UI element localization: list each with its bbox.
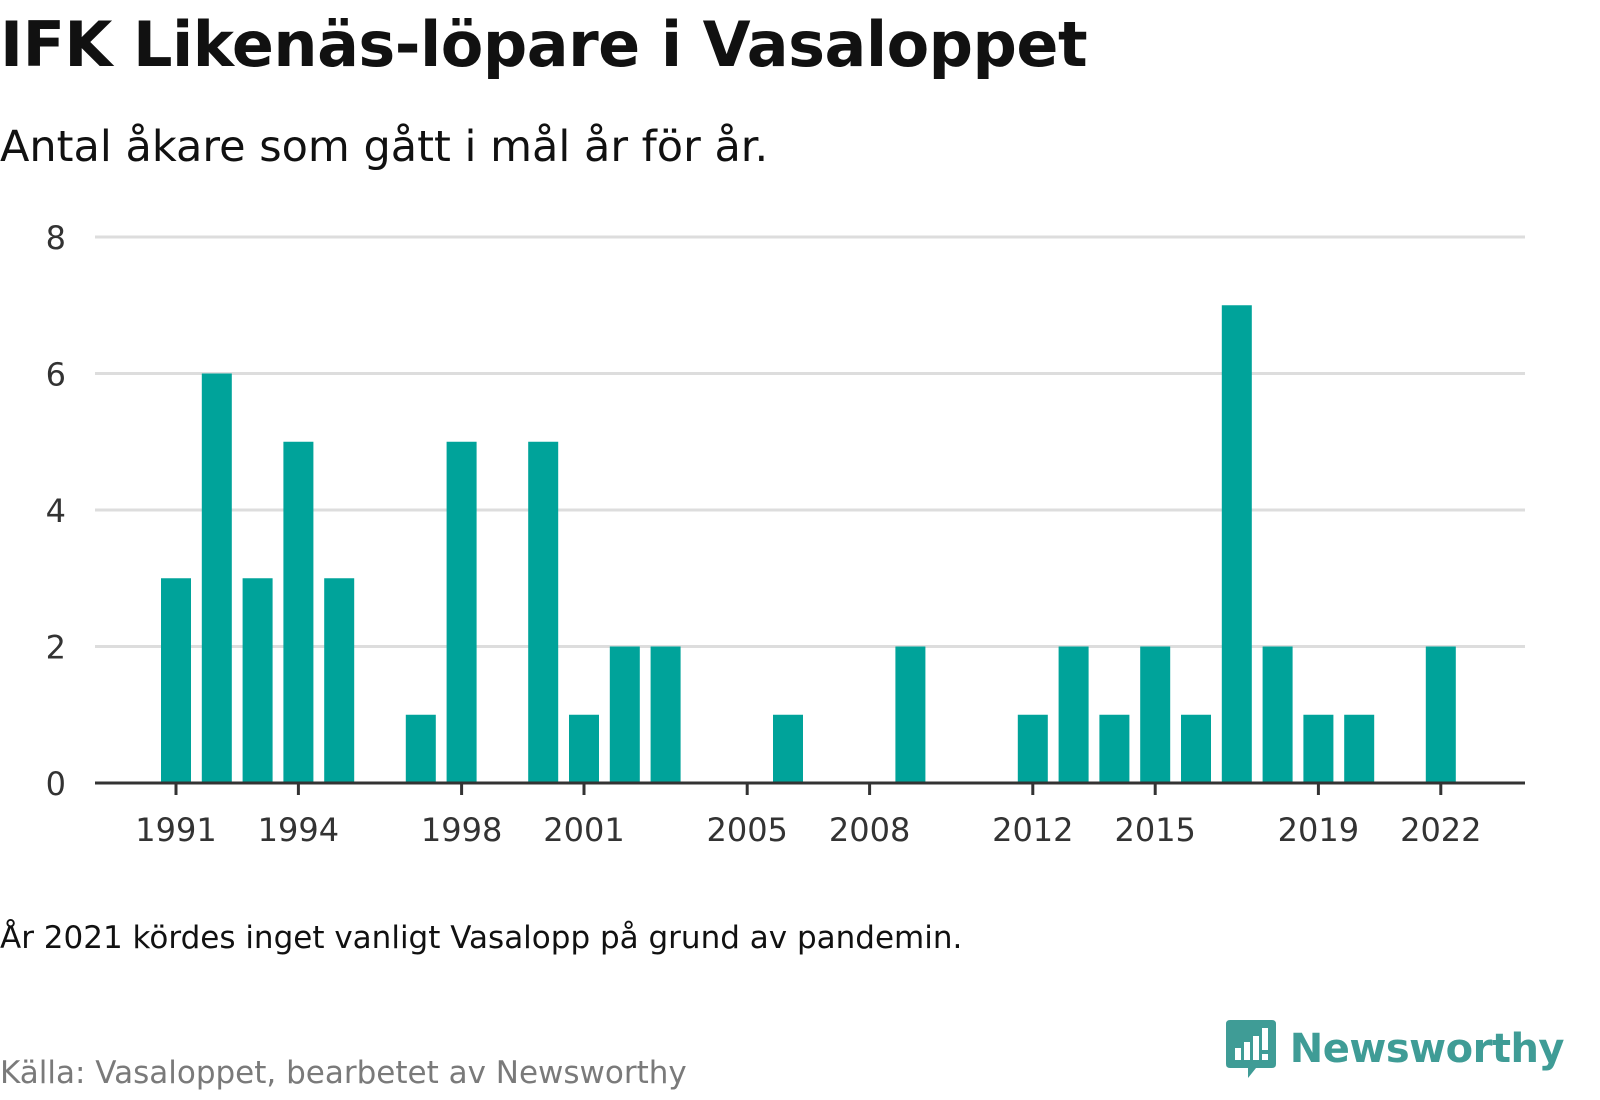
chart-subtitle: Antal åkare som gått i mål år för år.: [0, 122, 769, 172]
y-tick-label: 0: [46, 765, 66, 803]
x-tick-label: 1998: [421, 811, 502, 849]
bar-2018: [1262, 646, 1293, 783]
bar-2015: [1140, 646, 1171, 783]
bar-1994: [283, 441, 314, 783]
bar-2006: [773, 714, 803, 783]
x-axis: [95, 781, 1525, 795]
y-tick-label: 2: [46, 629, 66, 667]
bar-2020: [1344, 714, 1375, 783]
bar-2019: [1303, 714, 1334, 783]
bar-2013: [1058, 646, 1089, 783]
x-tick-label: 2001: [543, 811, 624, 849]
bar-1997: [405, 714, 436, 783]
bar-2017: [1221, 305, 1252, 783]
x-tick-labels: 1991 1994 1998 2001 2005 2008 2012 2015 2019 2022: [135, 811, 1481, 849]
newsworthy-logo-text: Newsworthy: [1289, 1026, 1565, 1072]
bar-1998: [446, 441, 477, 783]
x-tick-label: 2008: [829, 811, 910, 849]
x-tick-label: 2015: [1114, 811, 1195, 849]
bar-2014: [1099, 714, 1130, 783]
x-tick-label: 2005: [706, 811, 787, 849]
x-tick-label: 2019: [1278, 811, 1359, 849]
bar-2003: [650, 646, 681, 783]
newsworthy-logo-icon: [1225, 1020, 1276, 1078]
x-tick-label: 2022: [1400, 811, 1481, 849]
bar-1991: [161, 578, 191, 783]
x-tick-label: 2012: [992, 811, 1073, 849]
x-tick-label: 1991: [135, 811, 216, 849]
bar-2009: [895, 646, 926, 783]
bar-2001: [569, 714, 599, 783]
bar-2016: [1181, 714, 1211, 783]
y-tick-labels: 0 2 4 6 8: [46, 219, 66, 803]
y-tick-label: 6: [46, 356, 66, 394]
x-tick-label: 1994: [258, 811, 339, 849]
bar-1992: [201, 373, 232, 783]
bar-1995: [324, 578, 355, 783]
bar-chart: 0 2 4 6 8 1991 1994 1998 2001 2005 2008 2012 2015 20…: [46, 219, 1525, 849]
chart-title: IFK Likenäs-löpare i Vasaloppet: [0, 8, 1088, 81]
bar-2000: [528, 441, 559, 783]
chart-note: År 2021 kördes inget vanligt Vasalopp på…: [0, 920, 963, 956]
bar-2012: [1017, 714, 1048, 783]
bar-2002: [609, 646, 640, 783]
y-tick-label: 4: [46, 492, 66, 530]
source-credit: Källa: Vasaloppet, bearbetet av Newswort…: [0, 1055, 687, 1091]
bar-1993: [242, 578, 273, 783]
y-tick-label: 8: [46, 219, 66, 257]
bar-2022: [1425, 646, 1456, 783]
newsworthy-logo: Newsworthy: [1225, 1020, 1565, 1078]
bars: [161, 305, 1456, 783]
